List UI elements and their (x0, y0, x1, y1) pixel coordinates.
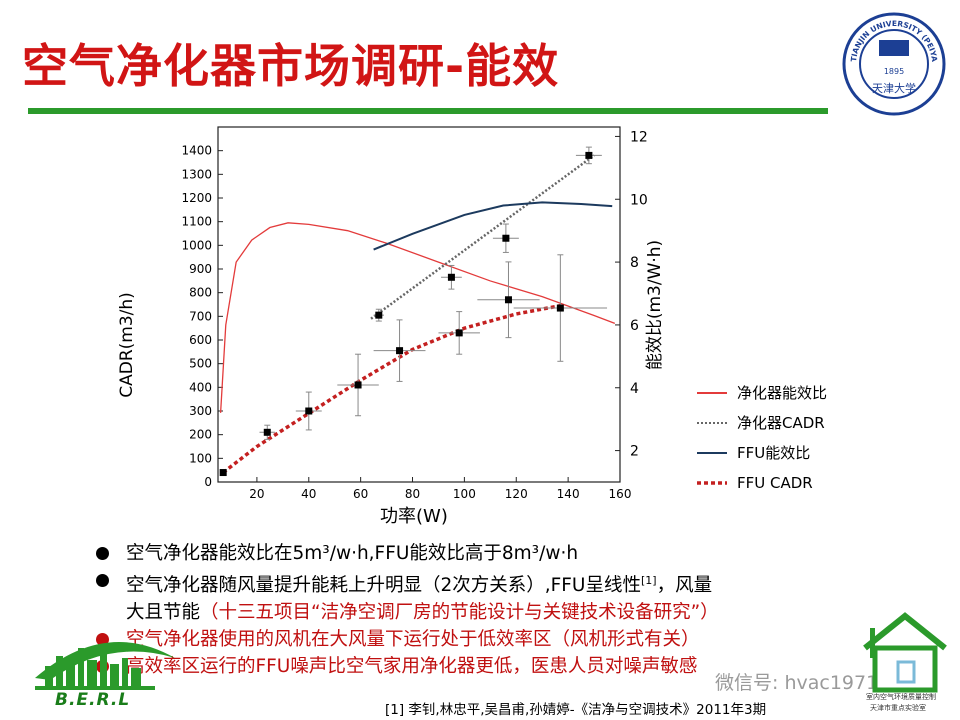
y-tick-label: 600 (189, 333, 212, 347)
y-tick-label: 700 (189, 309, 212, 323)
x-tick-label: 60 (353, 487, 368, 501)
x-tick-label: 100 (453, 487, 476, 501)
y-tick-label: 1200 (181, 191, 212, 205)
bullet-list: 空气净化器能效比在5m³/w·h,FFU能效比高于8m³/w·h 空气净化器随风… (96, 540, 896, 680)
berl-skyline-logo-icon (35, 642, 175, 690)
x-tick-label: 140 (557, 487, 580, 501)
lab-name-line1: 室内空气环境质量控制 (866, 693, 936, 701)
x-tick-label: 120 (505, 487, 528, 501)
series-line-4 (222, 303, 561, 474)
y-tick-label: 800 (189, 286, 212, 300)
y-tick-label: 1300 (181, 167, 212, 181)
bullet-item: 空气净化器随风量提升能耗上升明显（2次方关系）,FFU呈线性[1]，风量 (96, 567, 896, 599)
y-tick-label: 300 (189, 404, 212, 418)
y-tick-label: 1400 (181, 144, 212, 158)
data-point (585, 151, 593, 159)
data-point (455, 329, 463, 337)
y-tick-label: 1100 (181, 215, 212, 229)
bullet-item: 空气净化器能效比在5m³/w·h,FFU能效比高于8m³/w·h (96, 540, 896, 567)
data-point (447, 273, 455, 281)
legend-label: FFU CADR (737, 474, 813, 492)
seal-year: 1895 (884, 67, 904, 76)
reference-citation: [1] 李钊,林忠平,吴昌甫,孙婧婷-《洁净与空调技术》2011年3期 (385, 702, 767, 718)
berl-label: B.E.R.L (55, 690, 131, 710)
y2-tick-label: 8 (630, 255, 639, 271)
y-tick-label: 900 (189, 262, 212, 276)
y2-tick-label: 6 (630, 318, 639, 334)
slide-title: 空气净化器市场调研-能效 (22, 39, 560, 93)
wechat-watermark: 微信号: hvac1971 (715, 672, 879, 694)
data-point (502, 234, 510, 242)
data-point (556, 304, 564, 312)
bullet-text: 空气净化器能效比在5m³/w·h,FFU能效比高于8m³/w·h (126, 543, 579, 564)
bullet-text: 空气净化器使用的风机在大风量下运行处于低效率区（风机形式有关） (126, 629, 700, 651)
lab-house-logo-icon (863, 612, 947, 693)
data-point (219, 469, 227, 477)
data-point (504, 296, 512, 304)
y-tick-label: 100 (189, 451, 212, 465)
legend-label: 净化器能效比 (737, 384, 827, 402)
bullet-dot-icon (96, 574, 109, 587)
plot-frame (217, 126, 621, 483)
series-line-3 (373, 201, 613, 251)
data-point (375, 311, 383, 319)
project-note: （十三五项目“洁净空调厂房的节能设计与关键技术设备研究”） (200, 602, 719, 624)
lab-name-line2: 天津市重点实验室 (870, 704, 926, 712)
legend-label: FFU能效比 (737, 444, 810, 462)
bullet-dot-icon (96, 547, 109, 560)
bullet-text: 空气净化器随风量提升能耗上升明显（2次方关系）,FFU呈线性 (126, 575, 641, 597)
y-tick-label: 200 (189, 428, 212, 442)
x-axis-label: 功率(W) (380, 506, 448, 527)
data-point (263, 428, 271, 436)
y-tick-label: 500 (189, 357, 212, 371)
bullet-text-tail: ，风量 (656, 575, 713, 597)
x-tick-label: 160 (609, 487, 632, 501)
data-point (354, 381, 362, 389)
reference-mark: [1] (640, 574, 657, 587)
bullet-text: 大且节能 (126, 602, 201, 624)
y2-axis-label: 能效比(m3/W·h) (645, 240, 665, 370)
x-tick-label: 80 (405, 487, 420, 501)
y-axis-label: CADR(m3/h) (117, 292, 137, 398)
data-point (305, 407, 313, 415)
bullet-item: 空气净化器使用的风机在大风量下运行处于低效率区（风机形式有关） (96, 626, 896, 653)
bullet-text: 高效率区运行的FFU噪声比空气家用净化器更低，医患人员对噪声敏感 (126, 656, 698, 678)
y2-tick-label: 4 (630, 381, 639, 397)
seal-bottom-text: 天津大学 (872, 81, 916, 95)
series-line-1 (219, 222, 616, 413)
title-divider (28, 108, 828, 114)
x-tick-label: 40 (301, 487, 316, 501)
y2-tick-label: 10 (630, 192, 648, 208)
x-tick-label: 20 (249, 487, 264, 501)
bullet-continuation: 大且节能（十三五项目“洁净空调厂房的节能设计与关键技术设备研究”） (96, 599, 896, 626)
y-tick-label: 0 (204, 475, 212, 489)
university-seal-icon: TIANJIN UNIVERSITY (PEIYANG UNIVERSITY) … (842, 12, 946, 116)
y2-tick-label: 12 (630, 129, 648, 145)
y-tick-label: 1000 (181, 238, 212, 252)
data-point (396, 347, 404, 355)
legend-label: 净化器CADR (737, 414, 825, 432)
y-tick-label: 400 (189, 380, 212, 394)
y2-tick-label: 2 (630, 444, 639, 460)
